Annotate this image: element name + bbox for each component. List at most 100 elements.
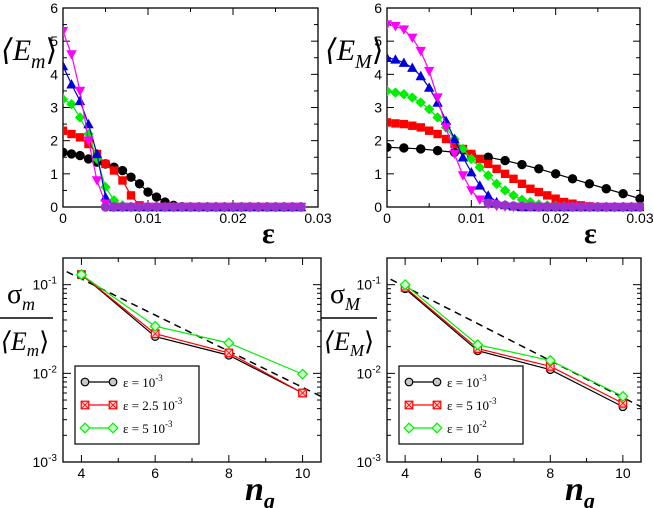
plot-area	[66, 268, 322, 398]
data-point	[117, 202, 128, 212]
data-point	[415, 97, 426, 108]
data-point	[399, 279, 411, 291]
y-tick-label: 1	[374, 166, 382, 182]
y-tick-label: 0	[374, 199, 382, 215]
data-point	[66, 149, 77, 159]
data-point	[387, 85, 393, 97]
data-point	[75, 150, 85, 161]
legend-label: ε = 10-3	[123, 373, 163, 390]
data-point	[416, 123, 425, 132]
y-tick-label: 4	[374, 66, 382, 82]
y-tick-label: 10-1	[33, 276, 58, 293]
data-point	[601, 184, 611, 194]
legend-label: ε = 5 10-3	[123, 419, 173, 436]
data-point	[387, 118, 392, 127]
y-axis-label: σm ⟨Em⟩	[0, 279, 53, 360]
data-point	[534, 164, 544, 174]
data-point	[126, 172, 136, 182]
y-label-denominator: ⟨Em⟩	[1, 327, 49, 360]
series-magenta-triangles	[63, 27, 307, 213]
data-point	[635, 194, 644, 204]
data-point	[126, 202, 136, 212]
data-point	[262, 202, 272, 212]
panel-br: 4 6 8 10 10-3 10-2 10-1σM ⟨EM⟩ nq ε = 10-3 ε = 5 1…	[321, 257, 642, 508]
data-point	[407, 62, 418, 72]
y-tick-label: 10-3	[33, 453, 58, 470]
legend-marker	[431, 422, 443, 434]
data-point	[550, 202, 561, 212]
legend-entry: ε = 5 10-3	[404, 396, 497, 413]
y-tick-label: 10-1	[357, 276, 382, 293]
x-tick-label: 0.03	[626, 210, 653, 226]
data-point	[433, 129, 442, 139]
legend-label: ε = 5 10-3	[447, 396, 497, 413]
data-point	[618, 202, 628, 212]
data-point	[618, 189, 628, 199]
series--5-10	[75, 268, 309, 380]
data-point	[151, 202, 162, 212]
data-point	[509, 174, 518, 184]
series-line	[81, 274, 303, 394]
data-point	[483, 190, 494, 200]
y-tick-label: 5	[50, 33, 58, 49]
legend-marker	[403, 422, 415, 434]
data-point	[117, 165, 128, 176]
data-point	[91, 148, 103, 159]
plot-area	[387, 20, 644, 213]
y-tick-label: 10-2	[357, 364, 382, 381]
x-tick-label: 0.02	[542, 210, 569, 226]
legend-marker	[80, 400, 90, 410]
y-tick-label: 10-3	[357, 453, 382, 470]
data-point	[432, 112, 443, 123]
legend-entry: ε = 2.5 10-3	[80, 396, 183, 413]
y-tick-label: 3	[50, 100, 58, 116]
y-tick-label: 5	[374, 33, 382, 49]
data-point	[63, 27, 69, 37]
data-point	[517, 179, 527, 188]
plot-area	[63, 27, 307, 213]
legend-entry: ε = 10-2	[403, 419, 487, 436]
data-point	[390, 22, 401, 32]
series-blue-triangles	[63, 60, 307, 212]
data-point	[75, 268, 88, 281]
y-tick-label: 6	[374, 0, 382, 16]
data-point	[387, 20, 393, 30]
y-tick-label: 3	[374, 100, 382, 116]
panel-bl: 4 6 8 10 10-3 10-2 10-1σm ⟨Em⟩ nq ε = 10-3 ε = 2.5…	[0, 257, 322, 508]
data-point	[500, 200, 510, 211]
x-tick-label: 8	[225, 465, 233, 481]
data-point	[474, 195, 485, 205]
data-point	[440, 115, 452, 125]
data-point	[408, 121, 417, 130]
x-tick-label: 0.01	[458, 210, 485, 226]
data-point	[474, 162, 485, 173]
data-point	[516, 194, 528, 205]
legend-marker	[432, 400, 442, 410]
series-line	[404, 288, 624, 408]
data-point	[416, 144, 426, 154]
data-point	[423, 82, 435, 92]
series-purple-circles	[483, 198, 644, 212]
data-point	[491, 199, 502, 210]
data-point	[168, 202, 179, 212]
legend-entry: ε = 10-3	[404, 373, 487, 390]
plot-area	[390, 278, 642, 412]
data-point	[100, 181, 111, 193]
data-point	[74, 86, 86, 97]
data-point	[601, 202, 611, 212]
data-point	[390, 87, 401, 98]
x-axis-label: nq	[565, 471, 595, 508]
data-point	[415, 46, 426, 57]
data-point	[83, 136, 94, 146]
x-tick-label: 4	[78, 465, 86, 481]
data-point	[160, 202, 170, 212]
y-tick-label: 6	[50, 0, 58, 16]
data-point	[143, 202, 153, 212]
legend-marker	[108, 377, 118, 387]
data-point	[74, 112, 86, 123]
data-point	[491, 178, 502, 189]
data-point	[508, 190, 519, 201]
data-point	[449, 133, 460, 144]
y-tick-label: 1	[50, 166, 58, 182]
x-axis-label: ε	[262, 217, 275, 250]
